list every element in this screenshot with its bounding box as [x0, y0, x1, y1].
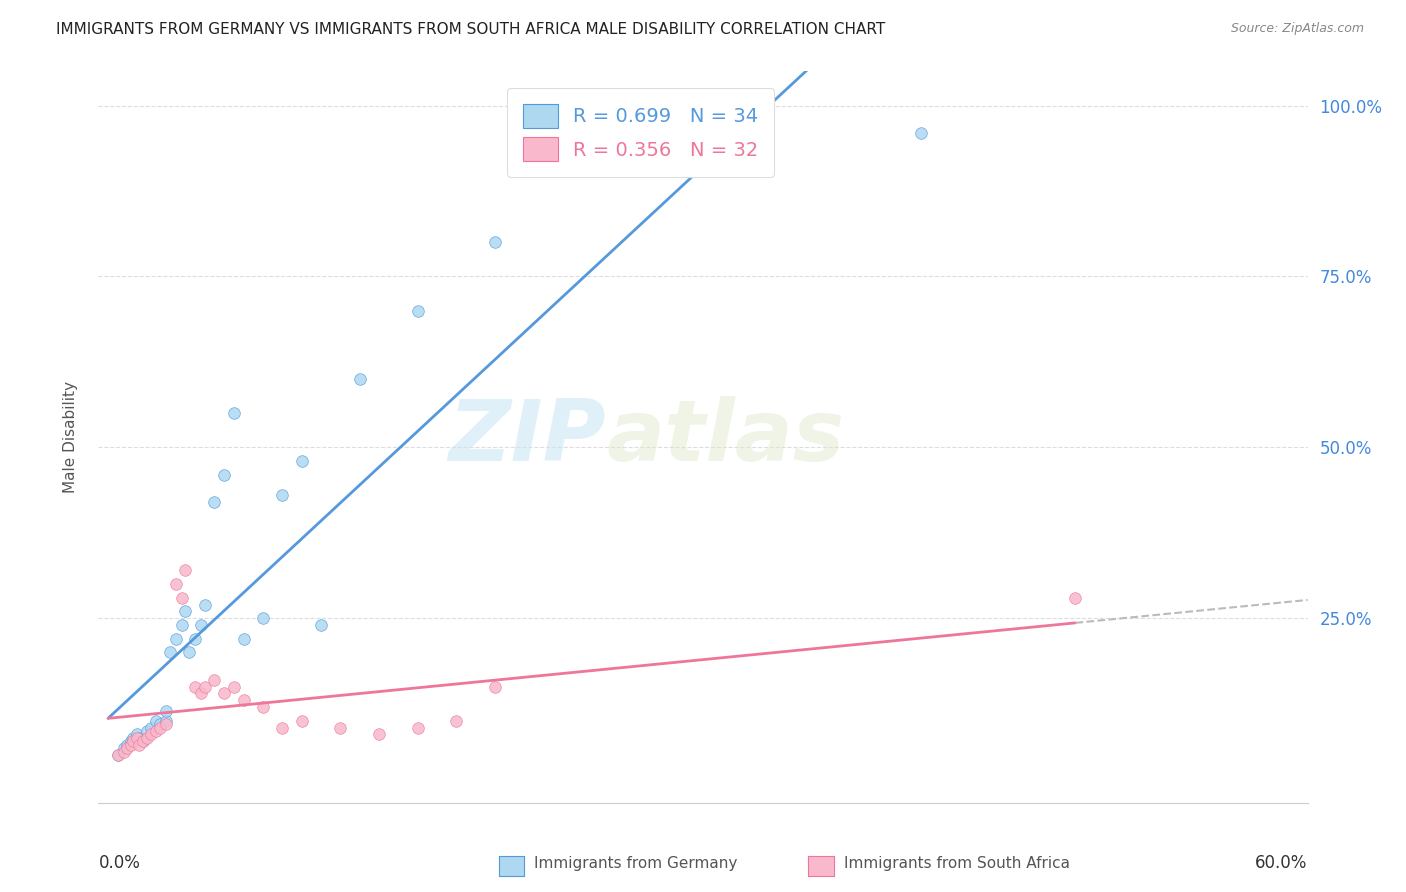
Point — [174, 563, 197, 577]
Text: IMMIGRANTS FROM GERMANY VS IMMIGRANTS FROM SOUTH AFRICA MALE DISABILITY CORRELAT: IMMIGRANTS FROM GERMANY VS IMMIGRANTS FR… — [56, 22, 886, 37]
Point — [368, 727, 391, 741]
Point — [484, 680, 506, 694]
Text: Source: ZipAtlas.com: Source: ZipAtlas.com — [1230, 22, 1364, 36]
Point — [179, 645, 201, 659]
Point — [1064, 591, 1087, 605]
Point — [174, 604, 197, 618]
Point — [128, 738, 150, 752]
Point — [127, 731, 149, 745]
Point — [184, 632, 207, 646]
Point — [290, 454, 312, 468]
Point — [122, 731, 145, 745]
Point — [155, 704, 177, 718]
Point — [165, 577, 187, 591]
Point — [222, 680, 245, 694]
Text: Immigrants from Germany: Immigrants from Germany — [534, 856, 738, 871]
Point — [212, 467, 235, 482]
Point — [132, 734, 155, 748]
Point — [184, 680, 207, 694]
Point — [194, 680, 217, 694]
Point — [271, 721, 294, 735]
Point — [145, 714, 167, 728]
Text: 60.0%: 60.0% — [1256, 854, 1308, 872]
Legend: R = 0.699   N = 34, R = 0.356   N = 32: R = 0.699 N = 34, R = 0.356 N = 32 — [508, 88, 775, 177]
Point — [132, 734, 155, 748]
Point — [446, 714, 468, 728]
Point — [117, 741, 139, 756]
Point — [406, 721, 429, 735]
Text: 0.0%: 0.0% — [98, 854, 141, 872]
Point — [190, 618, 212, 632]
Point — [271, 488, 294, 502]
Y-axis label: Male Disability: Male Disability — [63, 381, 77, 493]
Point — [155, 714, 177, 728]
Point — [484, 235, 506, 250]
Point — [139, 721, 162, 735]
Point — [120, 734, 142, 748]
Point — [149, 721, 172, 735]
Point — [232, 693, 254, 707]
Point — [145, 724, 167, 739]
Point — [127, 727, 149, 741]
Text: Immigrants from South Africa: Immigrants from South Africa — [844, 856, 1070, 871]
Point — [212, 686, 235, 700]
Text: atlas: atlas — [606, 395, 845, 479]
Point — [120, 738, 142, 752]
Point — [122, 734, 145, 748]
Point — [139, 727, 162, 741]
Point — [159, 645, 181, 659]
Point — [349, 372, 371, 386]
Point — [170, 591, 193, 605]
Point — [117, 738, 139, 752]
Point — [135, 731, 157, 745]
Point — [290, 714, 312, 728]
Point — [252, 611, 274, 625]
Point — [155, 717, 177, 731]
Point — [190, 686, 212, 700]
Point — [165, 632, 187, 646]
Point — [406, 303, 429, 318]
Point — [329, 721, 352, 735]
Point — [204, 495, 226, 509]
Point — [149, 717, 172, 731]
Point — [112, 741, 135, 756]
Text: ZIP: ZIP — [449, 395, 606, 479]
Point — [222, 406, 245, 420]
Point — [232, 632, 254, 646]
Point — [128, 731, 150, 745]
Point — [309, 618, 332, 632]
Point — [910, 126, 932, 140]
Point — [107, 747, 129, 762]
Point — [107, 747, 129, 762]
Point — [170, 618, 193, 632]
Point — [135, 724, 157, 739]
Point — [194, 598, 217, 612]
Point — [252, 700, 274, 714]
Point — [112, 745, 135, 759]
Point — [204, 673, 226, 687]
